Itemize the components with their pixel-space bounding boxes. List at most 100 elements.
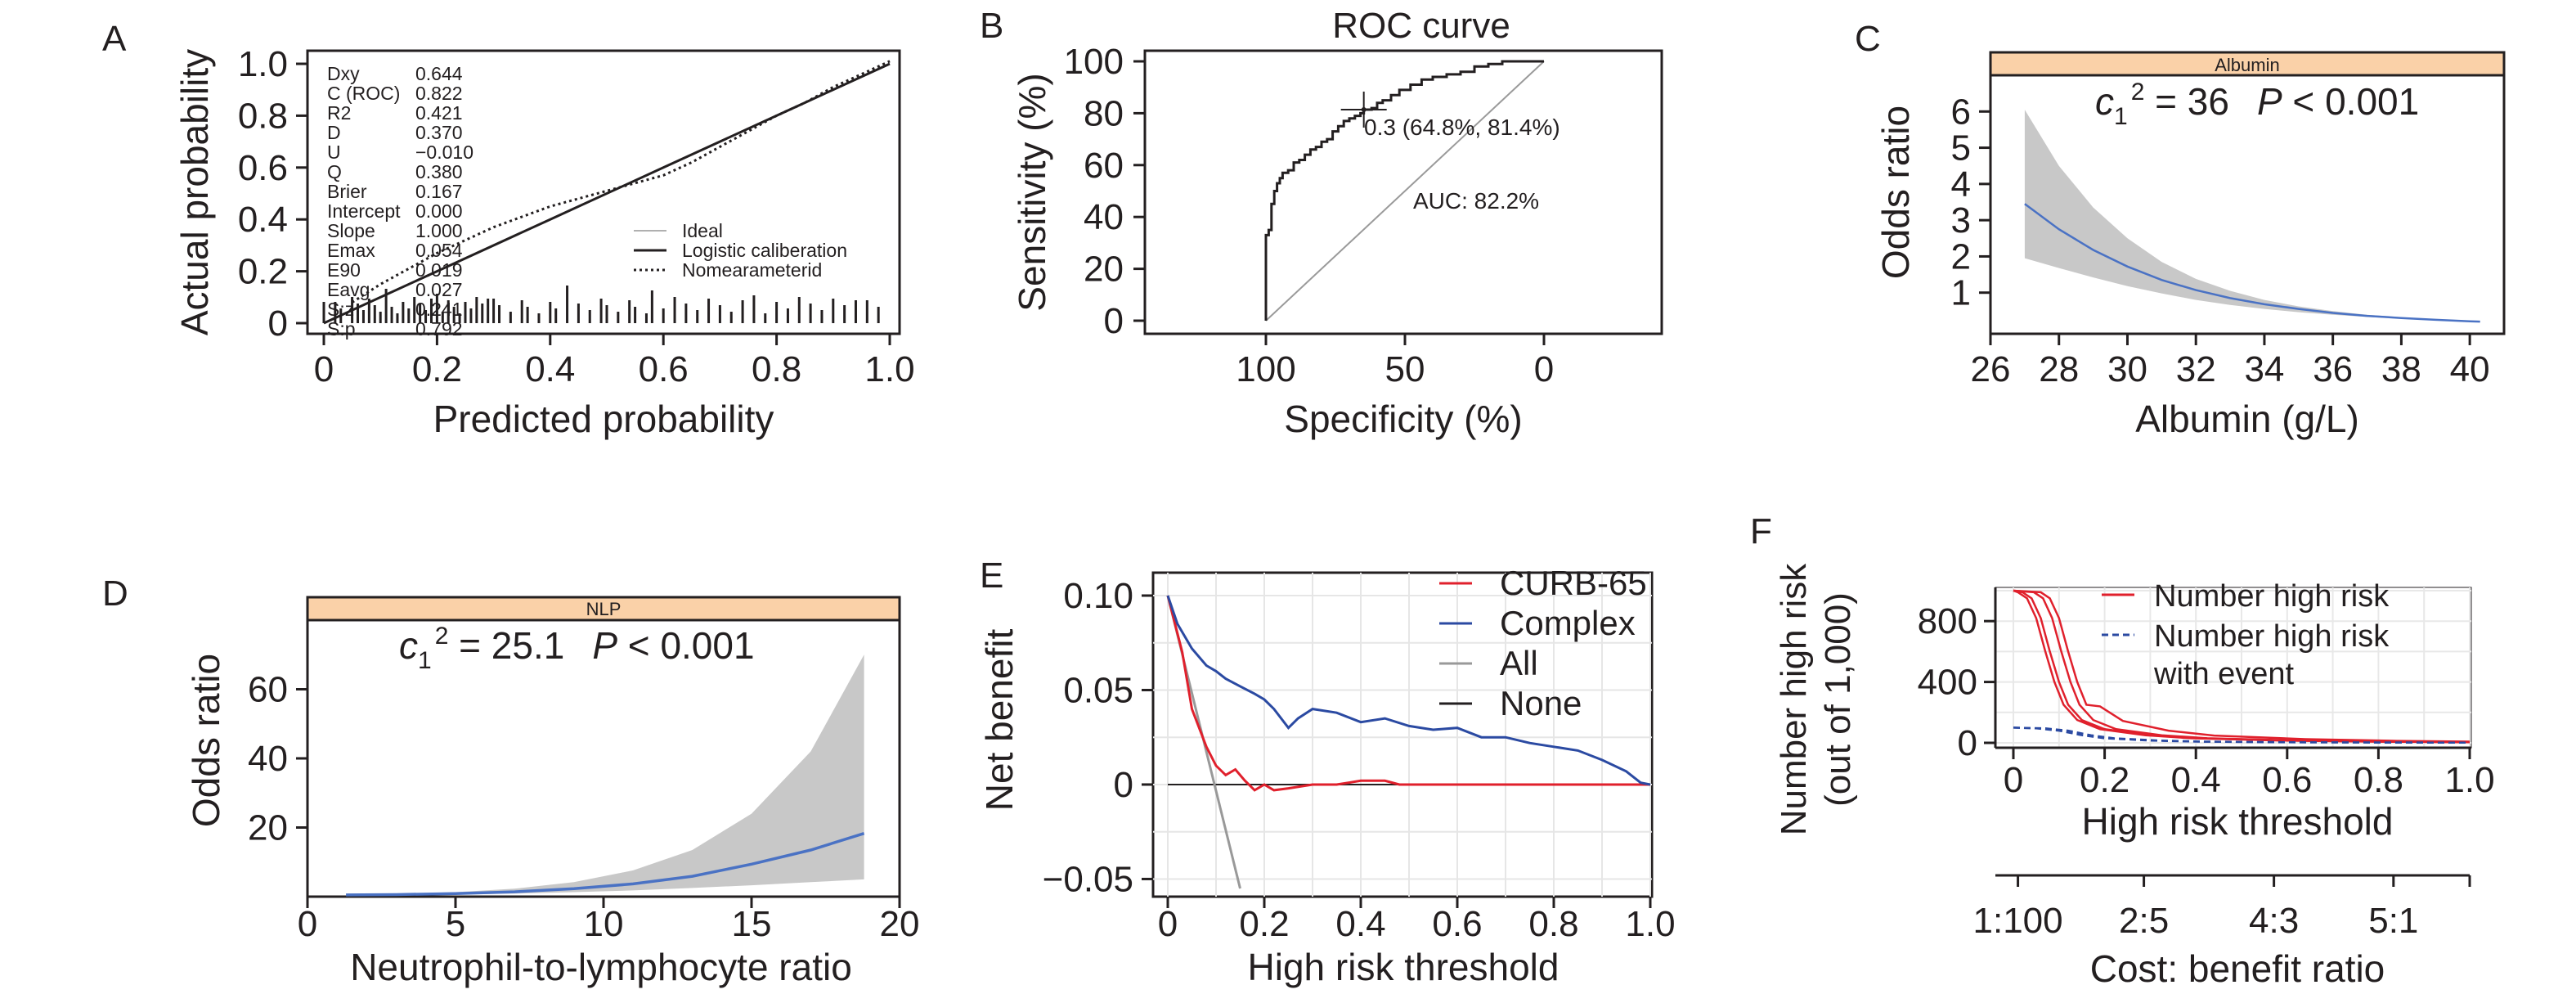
panel-b-x-ticks: 100 50 0 <box>1236 334 1554 389</box>
x-tick-label: 0.6 <box>1432 904 1482 944</box>
x-tick-label: 32 <box>2176 349 2216 389</box>
panel-f-x-ticks: 0 0.2 0.4 0.6 0.8 1.0 <box>2004 748 2495 800</box>
panel-c-xlabel: Albumin (g/L) <box>2135 398 2359 440</box>
x-tick-label: 0 <box>1534 349 1554 389</box>
panel-e-y-ticks: −0.05 0 0.05 0.10 <box>1043 576 1153 899</box>
y-tick-label: 6 <box>1951 92 1971 132</box>
stat-value: 0.822 <box>415 83 463 104</box>
panel-f-ylabel-line1: Number high risk <box>1774 563 1814 836</box>
x-tick-label: 0.2 <box>2080 760 2129 800</box>
y-tick-label: 0.4 <box>238 200 288 240</box>
y-tick-label: 40 <box>248 739 288 779</box>
legend-none-label: None <box>1500 684 1582 722</box>
panel-f-cost-ticks: 1:100 2:5 4:3 5:1 <box>1973 875 2471 941</box>
y-tick-label: 1.0 <box>238 44 288 84</box>
panel-e-legend: CURB-65 Complex All None <box>1439 564 1647 722</box>
x-tick-label: 0.2 <box>1239 904 1289 944</box>
y-tick-label: 0.6 <box>238 148 288 188</box>
y-tick-label: 20 <box>1084 250 1124 290</box>
stat-key: Slope <box>327 220 375 241</box>
panel-c-stat: c12 = 36 P < 0.001 <box>2095 79 2419 130</box>
cost-tick-label: 1:100 <box>1973 901 2063 941</box>
panel-d-xlabel: Neutrophil-to-lymphocyte ratio <box>350 946 852 988</box>
stat-key: D <box>327 122 341 143</box>
y-tick-label: 20 <box>248 808 288 848</box>
panel-c-stat-p: P <box>2257 80 2282 123</box>
confidence-band <box>2024 110 2480 322</box>
panel-f-ylabel-line2: (out of 1,000) <box>1818 592 1858 807</box>
x-tick-label: 26 <box>1971 349 2011 389</box>
panel-b-y-ticks: 0 20 40 60 80 100 <box>1064 42 1145 341</box>
cost-tick-label: 4:3 <box>2249 901 2299 941</box>
x-tick-label: 0.4 <box>525 349 575 389</box>
stat-key: Q <box>327 161 342 182</box>
panel-a-y-ticks: 0 0.2 0.4 0.6 0.8 1.0 <box>238 44 307 344</box>
panel-a-stats-table: Dxy 0.644 C (ROC) 0.822 R2 0.421 D 0.370 U −0.010… <box>327 63 473 340</box>
x-tick-label: 30 <box>2107 349 2147 389</box>
panel-a-x-ticks: 0 0.2 0.4 0.6 0.8 1.0 <box>314 334 915 389</box>
stat-value: 0.380 <box>415 161 463 182</box>
panel-b-xlabel: Specificity (%) <box>1284 398 1522 440</box>
panel-e-ylabel: Net benefit <box>978 629 1021 812</box>
panel-f-xlabel: High risk threshold <box>2082 800 2394 843</box>
panel-b-ylabel: Sensitivity (%) <box>1011 73 1053 311</box>
x-tick-label: 0.6 <box>639 349 689 389</box>
y-tick-label: 80 <box>1084 93 1124 133</box>
panel-a-xlabel: Predicted probability <box>433 398 774 440</box>
logistic-calibration-line <box>323 62 891 325</box>
x-tick-label: 0.4 <box>2171 760 2221 800</box>
stat-value: 0.000 <box>415 200 463 222</box>
panel-c-strip-label: Albumin <box>2215 55 2279 75</box>
panel-d-stat-p: P <box>592 624 617 667</box>
y-tick-label: 5 <box>1951 128 1971 169</box>
legend-curb65-label: CURB-65 <box>1500 564 1647 602</box>
panel-d-stat: c12 = 25.1 P < 0.001 <box>399 623 755 674</box>
stat-value: 1.000 <box>415 220 463 241</box>
x-tick-label: 40 <box>2450 349 2490 389</box>
legend-complex-label: Complex <box>1500 604 1636 642</box>
panel-a-legend: Ideal Logistic caliberation Nomearameter… <box>634 220 847 281</box>
stat-key: Intercept <box>327 200 401 222</box>
panel-d-stat-c: c <box>399 624 418 667</box>
legend-nomogram-label: Nomearameterid <box>682 259 822 281</box>
x-tick-label: 15 <box>732 904 772 944</box>
panel-b-title: ROC curve <box>1332 6 1510 46</box>
x-tick-label: 0 <box>1158 904 1178 944</box>
odds-ratio-line <box>346 832 865 897</box>
panel-c-frame <box>1989 74 2506 335</box>
panel-f-y-ticks: 0 400 800 <box>1918 601 1995 763</box>
stat-value: 0.054 <box>415 240 463 261</box>
x-tick-label: 28 <box>2039 349 2079 389</box>
panel-f-plot <box>2013 589 2471 744</box>
panel-b-frame <box>1143 49 1663 335</box>
stat-key: E90 <box>327 259 361 281</box>
panel-d-y-ticks: 20 40 60 <box>248 670 307 848</box>
panel-d-plot <box>346 654 865 897</box>
legend-f-high-risk-label: Number high risk <box>2154 579 2390 614</box>
x-tick-label: 0 <box>2004 760 2023 800</box>
x-tick-label: 0 <box>298 904 317 944</box>
panel-c-x-ticks: 26 28 30 32 34 36 38 40 <box>1971 334 2490 389</box>
cost-tick-label: 2:5 <box>2119 901 2169 941</box>
panel-c-label: C <box>1855 19 1881 59</box>
high-risk-line <box>2013 589 2471 743</box>
stat-key: R2 <box>327 102 351 124</box>
panel-a-lines <box>323 60 891 325</box>
panel-a-rug <box>322 286 880 323</box>
x-tick-label: 1.0 <box>864 349 914 389</box>
odds-ratio-line <box>2024 203 2480 323</box>
x-tick-label: 100 <box>1236 349 1295 389</box>
x-tick-label: 0.4 <box>1335 904 1385 944</box>
panel-d-stat-value: = 25.1 <box>448 624 564 667</box>
panel-d-x-ticks: 0 5 10 15 20 <box>298 897 920 944</box>
panel-c-plot <box>2024 110 2480 323</box>
panel-a-ylabel: Actual probability <box>173 49 216 335</box>
stat-key: Brier <box>327 181 367 202</box>
stat-value: −0.010 <box>415 142 473 163</box>
y-tick-label: 3 <box>1951 200 1971 241</box>
x-tick-label: 20 <box>880 904 920 944</box>
panel-b-plot <box>1264 60 1545 322</box>
